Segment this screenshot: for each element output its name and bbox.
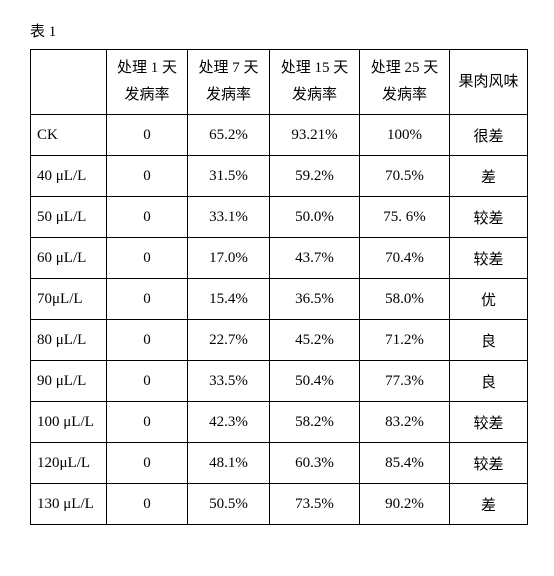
table-cell: 0 [107, 115, 188, 156]
table-cell: 71.2% [360, 320, 450, 361]
col-header-2: 处理 7 天发病率 [188, 50, 270, 115]
row-label: 120μL/L [31, 443, 107, 484]
row-label: 100 μL/L [31, 402, 107, 443]
data-table: 处理 1 天发病率 处理 7 天发病率 处理 15 天发病率 处理 25 天发病… [30, 49, 528, 525]
table-cell: 22.7% [188, 320, 270, 361]
table-cell: 43.7% [270, 238, 360, 279]
table-cell: 较差 [450, 402, 528, 443]
col-header-4: 处理 25 天发病率 [360, 50, 450, 115]
table-cell: 75. 6% [360, 197, 450, 238]
col-header-0 [31, 50, 107, 115]
table-cell: 60.3% [270, 443, 360, 484]
table-cell: 70.5% [360, 156, 450, 197]
table-row: 100 μL/L042.3%58.2%83.2%较差 [31, 402, 528, 443]
table-cell: 差 [450, 156, 528, 197]
table-caption: 表 1 [30, 20, 534, 41]
table-cell: 0 [107, 320, 188, 361]
row-label: CK [31, 115, 107, 156]
table-row: CK065.2%93.21%100%很差 [31, 115, 528, 156]
table-cell: 0 [107, 279, 188, 320]
table-cell: 36.5% [270, 279, 360, 320]
col-header-1: 处理 1 天发病率 [107, 50, 188, 115]
table-cell: 45.2% [270, 320, 360, 361]
table-cell: 良 [450, 320, 528, 361]
table-cell: 100% [360, 115, 450, 156]
table-cell: 较差 [450, 443, 528, 484]
table-cell: 90.2% [360, 484, 450, 525]
table-cell: 70.4% [360, 238, 450, 279]
table-cell: 0 [107, 156, 188, 197]
row-label: 40 μL/L [31, 156, 107, 197]
table-cell: 85.4% [360, 443, 450, 484]
table-cell: 0 [107, 402, 188, 443]
table-cell: 17.0% [188, 238, 270, 279]
table-cell: 50.4% [270, 361, 360, 402]
table-row: 70μL/L015.4%36.5%58.0%优 [31, 279, 528, 320]
table-cell: 0 [107, 238, 188, 279]
table-cell: 33.5% [188, 361, 270, 402]
table-cell: 良 [450, 361, 528, 402]
row-label: 70μL/L [31, 279, 107, 320]
table-cell: 较差 [450, 197, 528, 238]
table-cell: 58.0% [360, 279, 450, 320]
table-cell: 58.2% [270, 402, 360, 443]
table-row: 60 μL/L017.0%43.7%70.4%较差 [31, 238, 528, 279]
row-label: 60 μL/L [31, 238, 107, 279]
table-cell: 50.0% [270, 197, 360, 238]
table-cell: 很差 [450, 115, 528, 156]
table-cell: 15.4% [188, 279, 270, 320]
row-label: 130 μL/L [31, 484, 107, 525]
table-cell: 83.2% [360, 402, 450, 443]
table-cell: 59.2% [270, 156, 360, 197]
table-cell: 0 [107, 361, 188, 402]
table-row: 40 μL/L031.5%59.2%70.5%差 [31, 156, 528, 197]
table-cell: 42.3% [188, 402, 270, 443]
table-cell: 差 [450, 484, 528, 525]
row-label: 80 μL/L [31, 320, 107, 361]
col-header-5: 果肉风味 [450, 50, 528, 115]
table-cell: 31.5% [188, 156, 270, 197]
table-row: 120μL/L048.1%60.3%85.4%较差 [31, 443, 528, 484]
table-body: CK065.2%93.21%100%很差40 μL/L031.5%59.2%70… [31, 115, 528, 525]
table-cell: 优 [450, 279, 528, 320]
table-row: 80 μL/L022.7%45.2%71.2%良 [31, 320, 528, 361]
table-cell: 48.1% [188, 443, 270, 484]
table-cell: 较差 [450, 238, 528, 279]
table-cell: 33.1% [188, 197, 270, 238]
table-header-row: 处理 1 天发病率 处理 7 天发病率 处理 15 天发病率 处理 25 天发病… [31, 50, 528, 115]
col-header-3: 处理 15 天发病率 [270, 50, 360, 115]
table-row: 50 μL/L033.1%50.0%75. 6%较差 [31, 197, 528, 238]
table-cell: 50.5% [188, 484, 270, 525]
table-cell: 93.21% [270, 115, 360, 156]
row-label: 90 μL/L [31, 361, 107, 402]
row-label: 50 μL/L [31, 197, 107, 238]
table-cell: 0 [107, 197, 188, 238]
table-cell: 65.2% [188, 115, 270, 156]
table-row: 90 μL/L033.5%50.4%77.3%良 [31, 361, 528, 402]
table-cell: 73.5% [270, 484, 360, 525]
table-cell: 0 [107, 443, 188, 484]
table-cell: 0 [107, 484, 188, 525]
table-cell: 77.3% [360, 361, 450, 402]
table-row: 130 μL/L050.5%73.5%90.2%差 [31, 484, 528, 525]
